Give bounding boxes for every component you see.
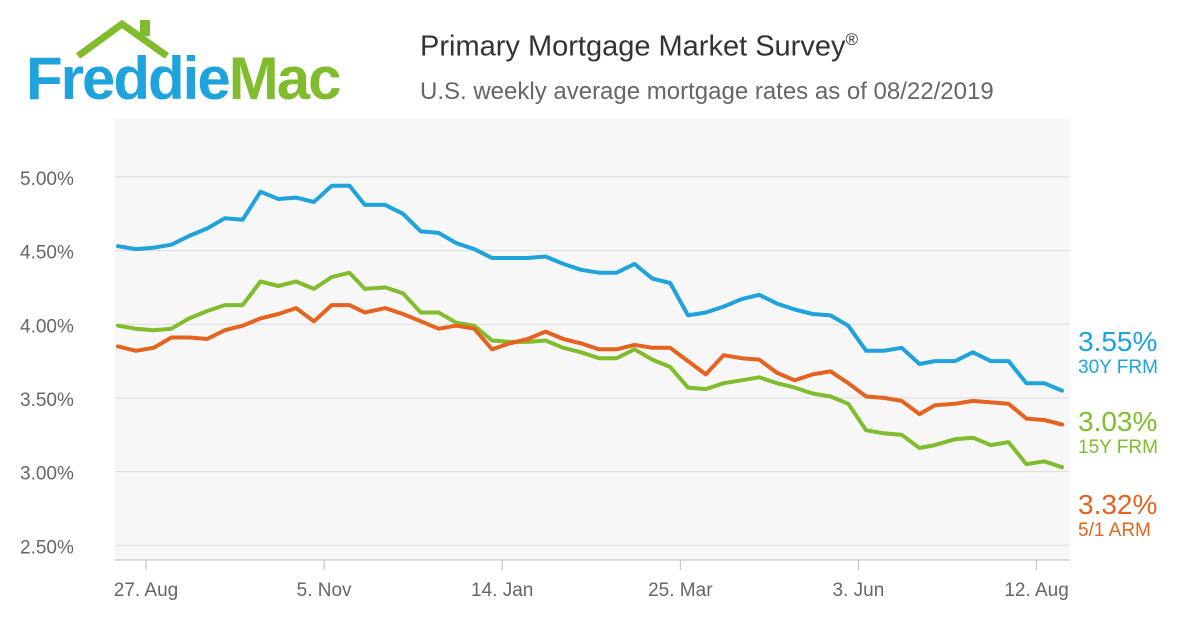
x-tick-label: 27. Aug xyxy=(114,580,178,601)
y-tick-label: 4.50% xyxy=(20,243,74,264)
x-axis-ticks: 27. Aug 5. Nov 14. Jan 25. Mar 3. Jun 12. Aug xyxy=(114,560,1069,601)
series-lines xyxy=(116,183,1064,470)
plot-background xyxy=(115,118,1070,560)
x-tick-label: 14. Jan xyxy=(471,580,533,601)
y-tick-label: 5.00% xyxy=(20,169,74,190)
y-tick-label: 3.50% xyxy=(20,390,74,411)
x-tick-label: 3. Jun xyxy=(833,580,885,601)
chart-title: Primary Mortgage Market Survey® xyxy=(420,30,858,64)
y-tick-label: 2.50% xyxy=(20,537,74,558)
y-tick-label: 4.00% xyxy=(20,316,74,337)
house-roof-icon xyxy=(75,19,170,58)
grid-lines xyxy=(115,176,1070,546)
y-tick-label: 3.00% xyxy=(20,464,74,485)
chart-subtitle: U.S. weekly average mortgage rates as of… xyxy=(420,78,994,105)
logo-word-mac: Mac xyxy=(228,45,342,112)
label-arm-value: 3.32% xyxy=(1078,489,1158,520)
logo-word-freddie: Freddie xyxy=(26,45,231,112)
logo-wordmark: FreddieMac xyxy=(26,44,342,114)
chart-title-text: Primary Mortgage Market Survey xyxy=(420,30,846,63)
label-30y-name: 30Y FRM xyxy=(1078,357,1158,378)
label-15y: 3.03% 15Y FRM xyxy=(1078,407,1158,459)
label-15y-name: 15Y FRM xyxy=(1078,437,1158,458)
x-tick-label: 25. Mar xyxy=(648,580,713,601)
label-arm: 3.32% 5/1 ARM xyxy=(1078,490,1157,542)
label-15y-value: 3.03% xyxy=(1078,406,1158,437)
registered-mark: ® xyxy=(845,30,858,49)
label-arm-name: 5/1 ARM xyxy=(1078,520,1151,541)
series-line-1 xyxy=(116,270,1064,470)
x-tick-label: 5. Nov xyxy=(297,580,352,601)
series-line-2 xyxy=(116,303,1064,427)
label-30y: 3.55% 30Y FRM xyxy=(1078,327,1158,379)
label-30y-value: 3.55% xyxy=(1078,326,1158,357)
y-axis-ticks: 2.50% 3.00% 3.50% 4.00% 4.50% 5.00% xyxy=(20,169,74,558)
x-tick-label: 12. Aug xyxy=(1004,580,1068,601)
series-line-0 xyxy=(116,183,1064,393)
freddie-mac-logo: FreddieMac xyxy=(26,18,386,112)
